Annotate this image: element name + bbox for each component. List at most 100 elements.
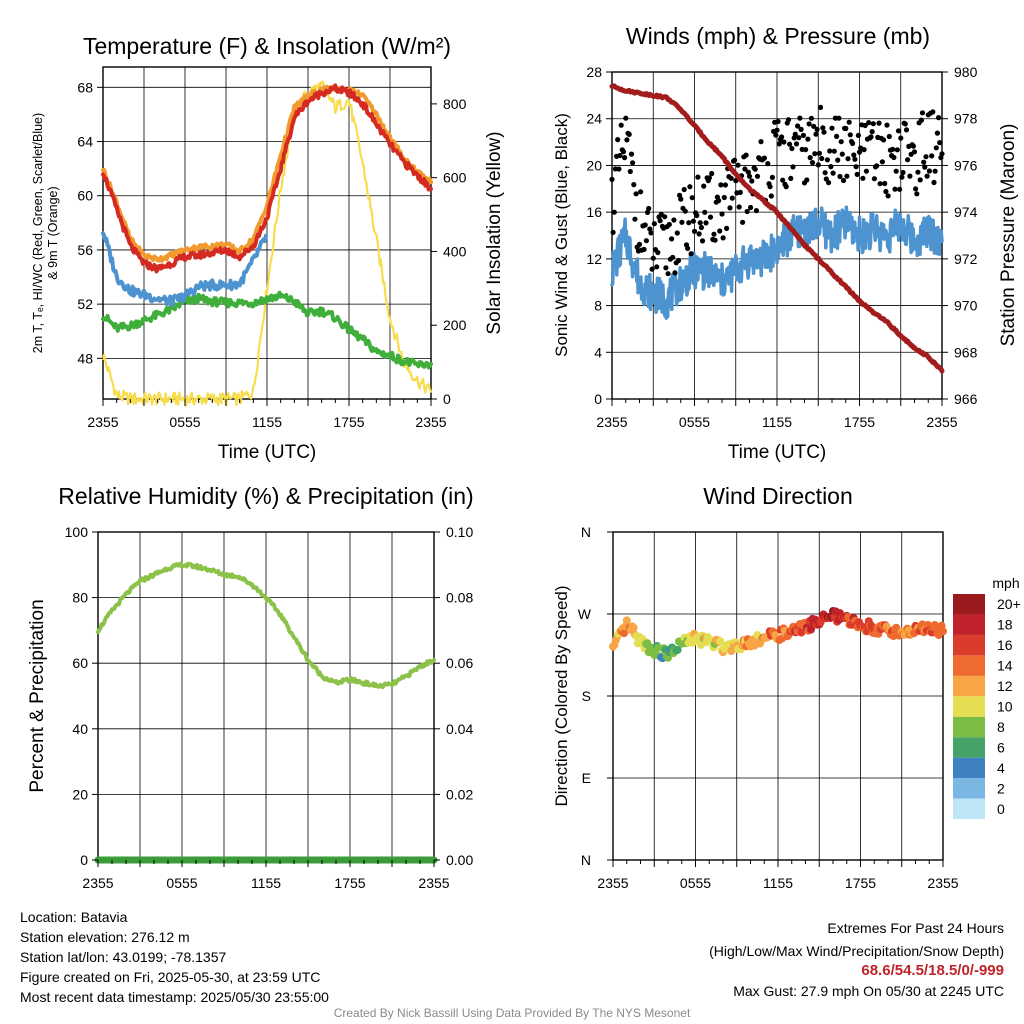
direction-grid — [612, 531, 944, 861]
gust-point — [894, 147, 900, 153]
temperature-xlabel: Time (UTC) — [218, 442, 317, 463]
colorbar-swatch — [953, 675, 985, 697]
direction-series — [609, 607, 947, 663]
y-tick-label: 0 — [443, 391, 451, 407]
direction-colorbar: 0 2 4 6 8 10 12 14 16 18 20+ — [953, 594, 1021, 819]
gust-point — [694, 212, 700, 219]
series-red-line — [101, 83, 433, 274]
gust-point — [697, 220, 703, 226]
gust-point — [679, 219, 685, 225]
footer-credit: Created By Nick Bassill Using Data Provi… — [333, 1006, 691, 1020]
x-tick-label: 2355 — [926, 414, 957, 430]
gust-point — [885, 193, 891, 199]
gust-point — [622, 155, 628, 161]
y-tick-label: 974 — [954, 204, 978, 220]
temperature-panel: Temperature (F) & Insolation (W/m²) 48 52… — [31, 33, 505, 463]
y-tick-label: 978 — [954, 111, 978, 127]
gust-point — [817, 104, 824, 110]
gust-point — [628, 151, 635, 157]
gust-point — [905, 157, 911, 163]
gust-point — [787, 141, 793, 147]
winds-y-left-ticks: 0 4 8 12 16 20 24 28 — [586, 64, 612, 407]
gust-point — [641, 246, 647, 252]
direction-legend-title: mph — [992, 575, 1019, 591]
y-tick-label: E — [582, 770, 591, 786]
temperature-ylabel-right: Solar Insolation (Yellow) — [484, 131, 505, 334]
gust-point — [727, 205, 733, 211]
gust-point — [805, 136, 811, 142]
gust-point — [721, 194, 727, 201]
direction-point — [620, 629, 628, 638]
winds-xlabel: Time (UTC) — [728, 442, 827, 463]
x-tick-label: 1755 — [333, 414, 364, 430]
x-tick-label: 2355 — [87, 414, 118, 430]
colorbar-label: 0 — [997, 801, 1005, 817]
gust-point — [689, 195, 695, 201]
gust-point — [655, 249, 661, 256]
gust-point — [743, 152, 749, 158]
gust-point — [620, 149, 627, 155]
gust-point — [876, 120, 882, 126]
gust-point — [632, 216, 638, 222]
gust-point — [933, 145, 939, 151]
y-tick-label: 52 — [77, 296, 93, 312]
colorbar-swatch — [953, 696, 985, 717]
extremes-title: Extremes For Past 24 Hours — [827, 920, 1004, 936]
gust-point — [813, 131, 819, 137]
y-tick-label: 64 — [77, 134, 93, 150]
gust-point — [617, 152, 623, 159]
gust-point — [924, 173, 930, 179]
gust-point — [737, 189, 743, 195]
x-tick-label: 1755 — [844, 414, 875, 430]
gust-point — [795, 123, 801, 129]
gust-point — [768, 193, 774, 199]
y-tick-label: 60 — [72, 655, 88, 671]
gust-point — [902, 121, 908, 127]
y-tick-label: 24 — [586, 111, 602, 127]
x-tick-label: 1155 — [762, 414, 792, 430]
y-tick-label: 200 — [443, 317, 467, 333]
gust-point — [840, 177, 847, 184]
gust-point — [769, 174, 776, 180]
gust-point — [611, 209, 617, 215]
gust-point — [623, 115, 629, 121]
series-orange-line — [101, 84, 433, 263]
y-tick-label: 0.00 — [446, 852, 473, 868]
gust-point — [789, 145, 795, 152]
gust-point — [754, 173, 761, 179]
footer-extremes: Extremes For Past 24 Hours (High/Low/Max… — [709, 918, 1004, 1001]
gust-point — [847, 132, 853, 138]
colorbar-swatch — [953, 798, 985, 819]
gust-point — [809, 160, 816, 166]
direction-x-ticks: 2355 0555 1155 1755 2355 — [597, 860, 959, 891]
gust-point — [674, 230, 680, 236]
series-rh-line — [96, 561, 436, 690]
winds-title: Winds (mph) & Pressure (mb) — [626, 23, 930, 49]
gust-point — [709, 170, 715, 177]
colorbar-label: 16 — [997, 637, 1013, 653]
gust-point — [753, 208, 760, 214]
gust-point — [615, 137, 621, 143]
humidity-panel: Relative Humidity (%) & Precipitation (i… — [27, 483, 474, 891]
gust-point — [758, 139, 764, 145]
colorbar-swatch — [953, 594, 985, 615]
direction-point — [727, 647, 736, 656]
gust-point — [748, 204, 754, 211]
gust-point — [767, 184, 773, 190]
gust-point — [775, 118, 781, 125]
gust-point — [609, 176, 615, 182]
colorbar-label: 14 — [997, 658, 1013, 674]
gust-point — [780, 177, 786, 183]
gust-point — [631, 182, 637, 188]
direction-title: Wind Direction — [703, 483, 853, 509]
y-tick-label: 966 — [954, 391, 978, 407]
gust-point — [624, 137, 630, 143]
temperature-y-right-ticks: 0 200 400 600 800 — [431, 96, 467, 407]
direction-ylabel-left: Direction (Colored By Speed) — [552, 585, 571, 806]
x-tick-label: 2355 — [415, 414, 446, 430]
gust-point — [895, 128, 902, 134]
y-tick-label: 56 — [77, 242, 93, 258]
direction-point — [673, 645, 682, 654]
colorbar-label: 20+ — [997, 596, 1021, 612]
gust-point — [856, 149, 863, 155]
